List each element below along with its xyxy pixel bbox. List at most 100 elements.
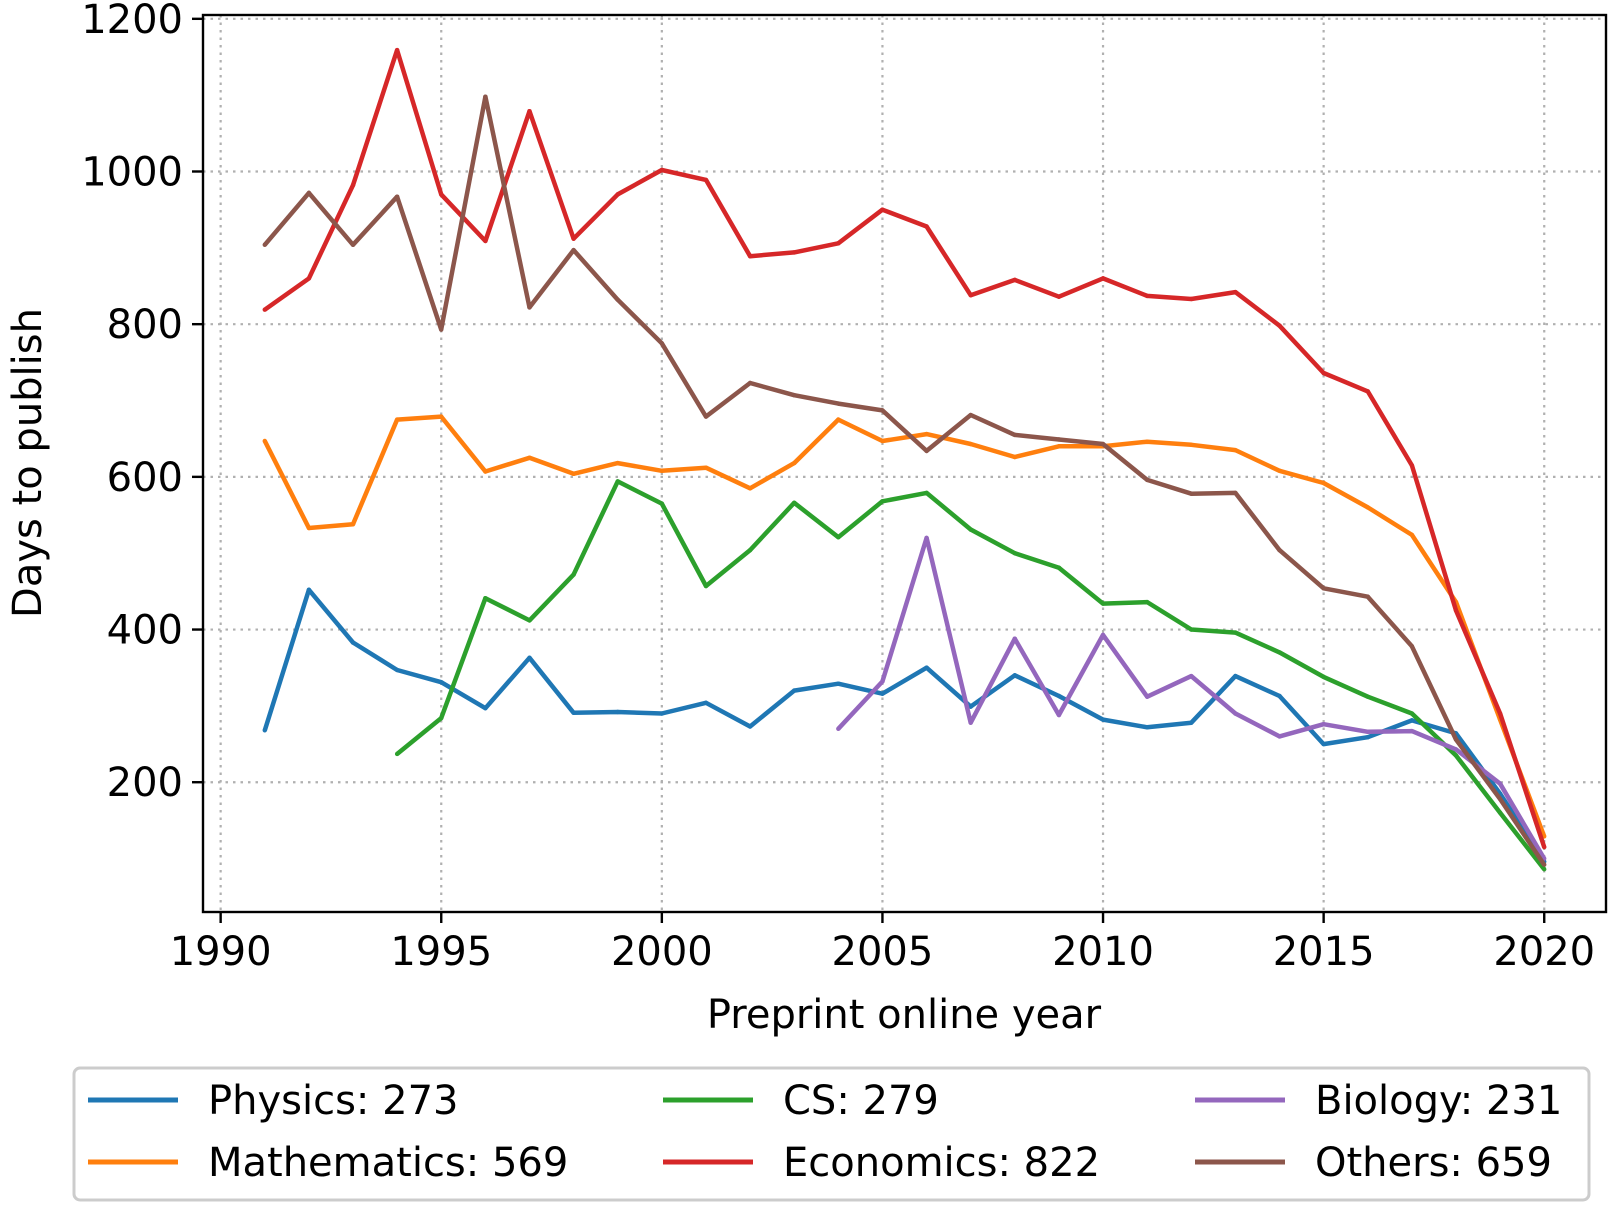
data-point-physics — [571, 710, 576, 715]
x-tick-label: 2010 — [1052, 929, 1154, 975]
data-point-cs — [703, 583, 709, 589]
data-point-cs — [1542, 867, 1547, 872]
data-point-economics — [1100, 276, 1106, 281]
legend-label-economics: Economics: 822 — [783, 1140, 1100, 1186]
data-point-biology — [880, 679, 885, 684]
data-point-mathematics — [1321, 480, 1326, 486]
data-point-economics — [350, 183, 356, 188]
data-point-economics — [836, 241, 841, 246]
legend-label-physics: Physics: 273 — [208, 1078, 458, 1124]
data-point-others — [1542, 862, 1547, 867]
data-point-economics — [1321, 370, 1326, 376]
data-point-others — [1189, 491, 1194, 496]
data-point-physics — [1233, 673, 1238, 679]
data-point-physics — [836, 681, 841, 686]
data-point-mathematics — [483, 469, 488, 474]
data-point-physics — [394, 667, 400, 673]
data-point-physics — [615, 709, 620, 715]
data-point-biology — [1189, 673, 1194, 679]
data-point-mathematics — [659, 468, 665, 473]
data-point-physics — [483, 705, 488, 711]
data-point-physics — [439, 680, 444, 685]
x-tick-label: 1995 — [390, 929, 492, 975]
data-point-cs — [1056, 565, 1062, 570]
data-point-others — [527, 305, 532, 310]
x-tick-label: 1990 — [170, 929, 272, 975]
data-point-economics — [483, 238, 488, 244]
data-point-cs — [571, 572, 576, 577]
series-others — [262, 94, 1547, 867]
data-point-cs — [1144, 599, 1150, 605]
data-point-physics — [747, 724, 753, 729]
data-point-mathematics — [747, 486, 753, 491]
data-point-biology — [1012, 636, 1017, 641]
data-point-economics — [394, 47, 400, 53]
data-point-biology — [924, 535, 929, 541]
data-point-mathematics — [350, 521, 356, 527]
data-point-economics — [1365, 389, 1370, 394]
data-point-others — [1144, 477, 1150, 483]
data-point-economics — [1144, 293, 1150, 299]
series-mathematics — [262, 414, 1547, 839]
data-point-mathematics — [439, 414, 444, 419]
data-point-physics — [1012, 673, 1017, 678]
data-point-cs — [792, 500, 797, 506]
data-point-physics — [350, 640, 356, 645]
data-point-economics — [1542, 844, 1547, 850]
data-point-others — [1453, 737, 1459, 742]
series-lines — [262, 47, 1547, 872]
series-line-economics — [263, 47, 1547, 848]
data-point-economics — [1189, 296, 1194, 302]
data-point-cs — [1189, 627, 1194, 632]
data-point-cs — [1453, 753, 1459, 758]
data-point-others — [836, 401, 841, 406]
series-economics — [262, 47, 1547, 850]
series-line-mathematics — [262, 414, 1547, 838]
data-point-cs — [439, 715, 444, 721]
data-point-mathematics — [1365, 505, 1370, 510]
y-tick-label: 1000 — [81, 149, 183, 195]
legend-item-cs: CS: 279 — [663, 1078, 939, 1124]
data-point-mathematics — [1012, 454, 1017, 460]
data-point-economics — [262, 307, 267, 312]
data-point-biology — [1365, 729, 1370, 735]
data-point-others — [1056, 437, 1062, 442]
data-point-physics — [1365, 734, 1370, 740]
plot-area-frame — [201, 13, 1608, 914]
data-point-biology — [1233, 711, 1238, 716]
data-point-economics — [1233, 289, 1238, 295]
data-point-cs — [394, 751, 400, 757]
x-axis-title: Preprint online year — [707, 992, 1102, 1038]
data-point-mathematics — [571, 471, 576, 477]
data-point-mathematics — [924, 431, 929, 437]
data-point-mathematics — [394, 417, 400, 422]
data-point-others — [262, 242, 267, 247]
data-point-cs — [1100, 601, 1106, 606]
data-point-others — [306, 190, 312, 196]
data-point-cs — [1233, 630, 1238, 635]
legend-item-biology: Biology: 231 — [1195, 1078, 1562, 1124]
data-point-cs — [483, 596, 488, 601]
x-tick-label: 2015 — [1273, 929, 1375, 975]
legend-label-mathematics: Mathematics: 569 — [208, 1140, 568, 1186]
x-tick-label: 2005 — [832, 929, 934, 975]
data-point-physics — [306, 587, 312, 593]
data-point-biology — [1453, 747, 1459, 752]
series-line-others — [263, 94, 1547, 866]
data-point-others — [880, 408, 885, 413]
data-point-economics — [703, 177, 709, 183]
data-point-cs — [1277, 650, 1282, 655]
data-point-physics — [1189, 720, 1194, 725]
data-point-mathematics — [1277, 468, 1282, 473]
data-point-cs — [924, 490, 929, 496]
data-point-others — [1365, 594, 1370, 599]
data-point-economics — [880, 207, 885, 212]
data-point-cs — [1321, 674, 1326, 680]
legend-item-physics: Physics: 273 — [88, 1078, 458, 1124]
data-point-others — [792, 392, 797, 398]
data-point-cs — [1409, 711, 1415, 716]
data-point-mathematics — [836, 417, 841, 422]
data-point-biology — [1321, 722, 1326, 727]
data-point-physics — [1409, 718, 1415, 723]
